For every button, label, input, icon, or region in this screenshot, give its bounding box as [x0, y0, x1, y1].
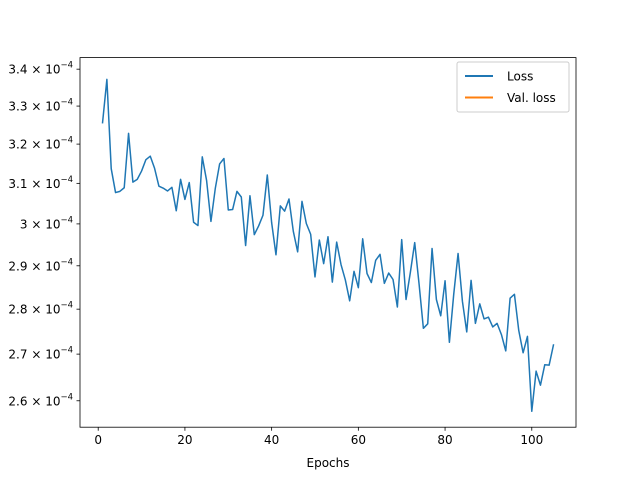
- y-tick-label: 3 × 10−4: [20, 215, 73, 231]
- axes-frame: [79, 57, 577, 428]
- series-layer: [101, 78, 555, 413]
- x-tick-label: 60: [351, 433, 366, 447]
- x-tick-label: 0: [94, 433, 102, 447]
- x-axis-label: Epochs: [307, 456, 350, 470]
- y-tick-label: 3.4 × 10−4: [8, 61, 73, 77]
- x-tick-label: 20: [177, 433, 192, 447]
- legend: Loss Val. loss: [456, 61, 570, 113]
- y-axis-ticks: 2.6 × 10−4 2.7 × 10−4 2.8 × 10−4 2.9 × 10−4…: [8, 61, 80, 408]
- y-tick-label: 2.9 × 10−4: [8, 257, 73, 273]
- y-tick-label: 2.6 × 10−4: [8, 392, 73, 408]
- x-tick-label: 100: [520, 433, 543, 447]
- y-tick-label: 2.7 × 10−4: [8, 346, 73, 362]
- y-tick-label: 3.1 × 10−4: [8, 175, 73, 191]
- y-tick-label: 3.3 × 10−4: [8, 98, 73, 114]
- y-tick-label: 2.8 × 10−4: [8, 301, 73, 317]
- legend-label-val-loss: Val. loss: [507, 91, 556, 105]
- legend-frame: [456, 61, 570, 113]
- series-line-loss: [101, 78, 555, 413]
- x-tick-label: 80: [437, 433, 452, 447]
- x-tick-label: 40: [264, 433, 279, 447]
- legend-label-loss: Loss: [507, 70, 533, 84]
- x-axis-ticks: 0 20 40 60 80 100: [94, 427, 543, 447]
- y-tick-label: 3.2 × 10−4: [8, 136, 73, 152]
